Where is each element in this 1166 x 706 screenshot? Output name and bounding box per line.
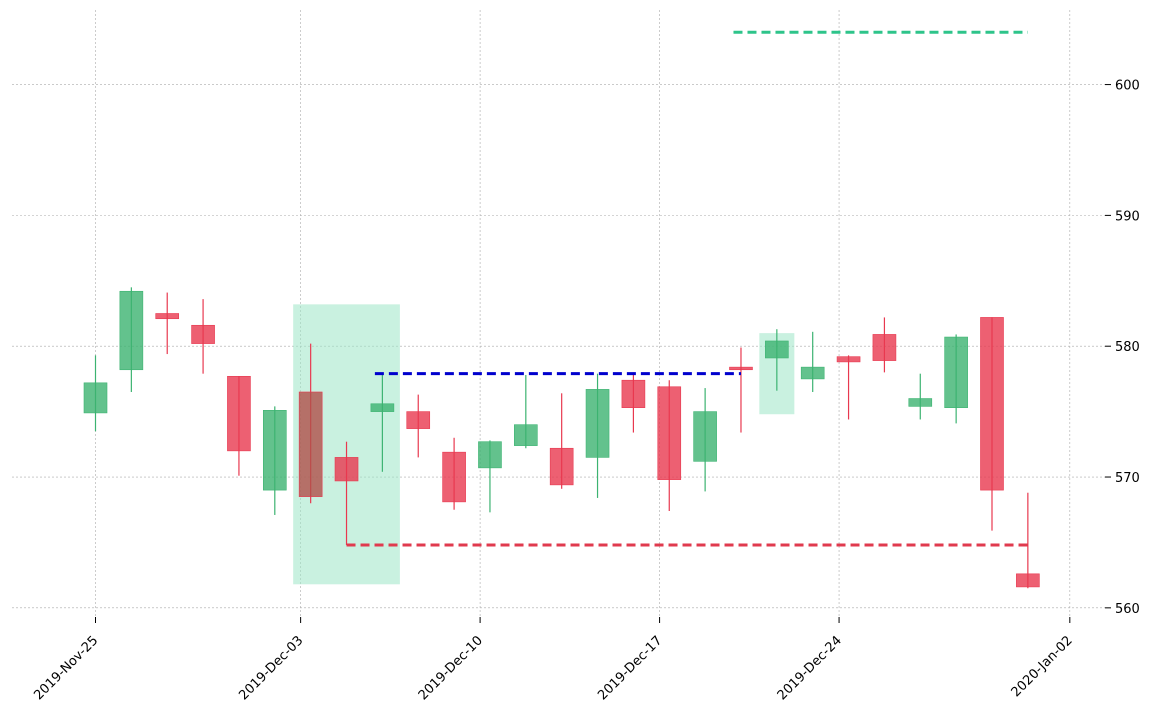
candle-body — [334, 457, 359, 482]
candle-body — [549, 447, 574, 486]
candle-body — [908, 398, 933, 407]
highlight-regions — [293, 304, 795, 585]
candle-body — [227, 375, 251, 452]
y-tick-label: 590 — [1115, 209, 1140, 224]
candle — [191, 299, 215, 374]
candle-body — [298, 391, 323, 497]
candle-body — [836, 356, 861, 363]
x-tick-label: 2019-Dec-24 — [775, 633, 845, 703]
candle-body — [262, 410, 287, 491]
candle-body — [83, 382, 108, 414]
candle-body — [729, 366, 753, 371]
candle — [262, 406, 287, 515]
candle-body — [657, 386, 682, 480]
candle-body — [765, 340, 789, 359]
candle-body — [119, 290, 144, 371]
candle-body — [800, 366, 825, 380]
candle-body — [585, 389, 610, 458]
y-tick-label: 570 — [1115, 471, 1140, 486]
y-tick-label: 580 — [1115, 340, 1140, 355]
candle — [800, 331, 825, 392]
candle-body — [944, 336, 968, 408]
candle — [83, 355, 108, 432]
candle — [370, 373, 395, 472]
candle — [765, 329, 789, 391]
candle-body — [621, 379, 646, 408]
x-tick-label: 2019-Dec-03 — [236, 633, 306, 703]
candle — [836, 355, 861, 420]
candle-body — [155, 313, 180, 320]
candle — [406, 394, 431, 458]
candle-body — [191, 324, 215, 344]
candle-body — [693, 411, 717, 462]
candle — [944, 334, 968, 424]
candle — [514, 374, 538, 449]
candle — [1016, 492, 1040, 589]
x-tick-label: 2019-Nov-25 — [31, 633, 101, 703]
candle — [980, 317, 1004, 531]
candle — [119, 287, 144, 392]
level-lines — [346, 30, 1028, 547]
y-tick-label: 600 — [1115, 79, 1140, 94]
candle — [657, 380, 682, 512]
candle-body — [980, 317, 1004, 491]
x-tick-label: 2019-Dec-10 — [416, 633, 486, 703]
candle — [908, 373, 933, 420]
candle — [549, 393, 574, 489]
candle — [729, 347, 753, 433]
candle — [227, 375, 251, 476]
candle — [478, 440, 502, 513]
candle — [298, 343, 323, 504]
candle — [693, 388, 717, 492]
candles — [83, 287, 1040, 589]
y-tick-label: 560 — [1115, 602, 1140, 617]
candle — [334, 441, 359, 546]
candle-body — [514, 424, 538, 446]
candle-body — [442, 451, 466, 503]
candle-body — [478, 441, 502, 469]
candle — [442, 437, 466, 510]
candle — [872, 317, 897, 373]
x-tick-label: 2020-Jan-02 — [1009, 633, 1076, 700]
candle-body — [406, 411, 431, 429]
x-tick-label: 2019-Dec-17 — [595, 633, 665, 703]
candle-body — [872, 334, 897, 361]
candle — [155, 292, 180, 355]
candle — [621, 372, 646, 433]
candle — [585, 373, 610, 498]
candle-body — [370, 403, 395, 412]
candle-body — [1016, 573, 1040, 588]
axes: 560 570 580 590 600 2019-Nov-25 2019-Dec-03 201… — [31, 79, 1140, 704]
